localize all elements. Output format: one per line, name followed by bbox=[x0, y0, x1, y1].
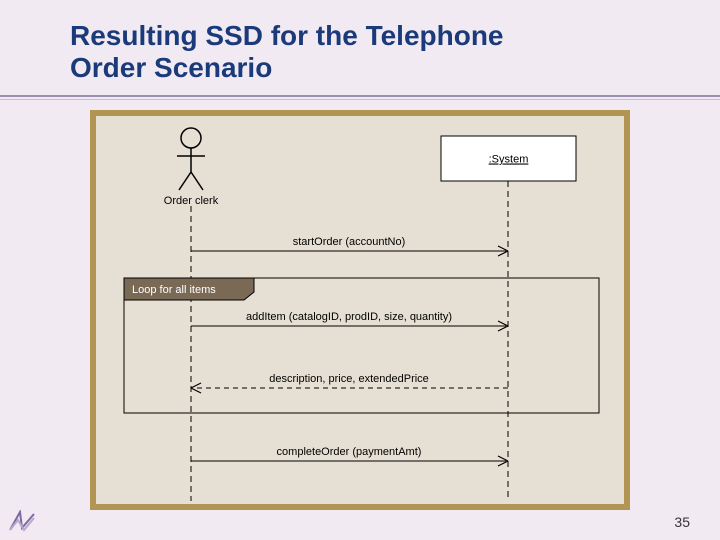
title-underline-secondary bbox=[0, 99, 720, 100]
message-label-2: description, price, extendedPrice bbox=[269, 373, 429, 385]
actor-label: Order clerk bbox=[164, 195, 219, 207]
actor-leg-right bbox=[191, 172, 203, 190]
corner-accent-icon bbox=[8, 510, 36, 532]
title-underline bbox=[0, 95, 720, 97]
title-line-2: Order Scenario bbox=[70, 52, 272, 83]
loop-label: Loop for all items bbox=[132, 284, 216, 296]
actor-head-icon bbox=[181, 128, 201, 148]
page-number: 35 bbox=[674, 514, 690, 530]
slide-title: Resulting SSD for the Telephone Order Sc… bbox=[70, 20, 504, 84]
message-label-1: addItem (catalogID, prodID, size, quanti… bbox=[246, 311, 452, 323]
message-label-3: completeOrder (paymentAmt) bbox=[277, 446, 422, 458]
ssd-diagram: Order clerk :System Loop for all items star… bbox=[96, 116, 624, 504]
title-line-1: Resulting SSD for the Telephone bbox=[70, 20, 504, 51]
system-object-label: :System bbox=[489, 154, 529, 166]
message-label-0: startOrder (accountNo) bbox=[293, 236, 405, 248]
actor-leg-left bbox=[179, 172, 191, 190]
ssd-diagram-frame: Order clerk :System Loop for all items star… bbox=[90, 110, 630, 510]
